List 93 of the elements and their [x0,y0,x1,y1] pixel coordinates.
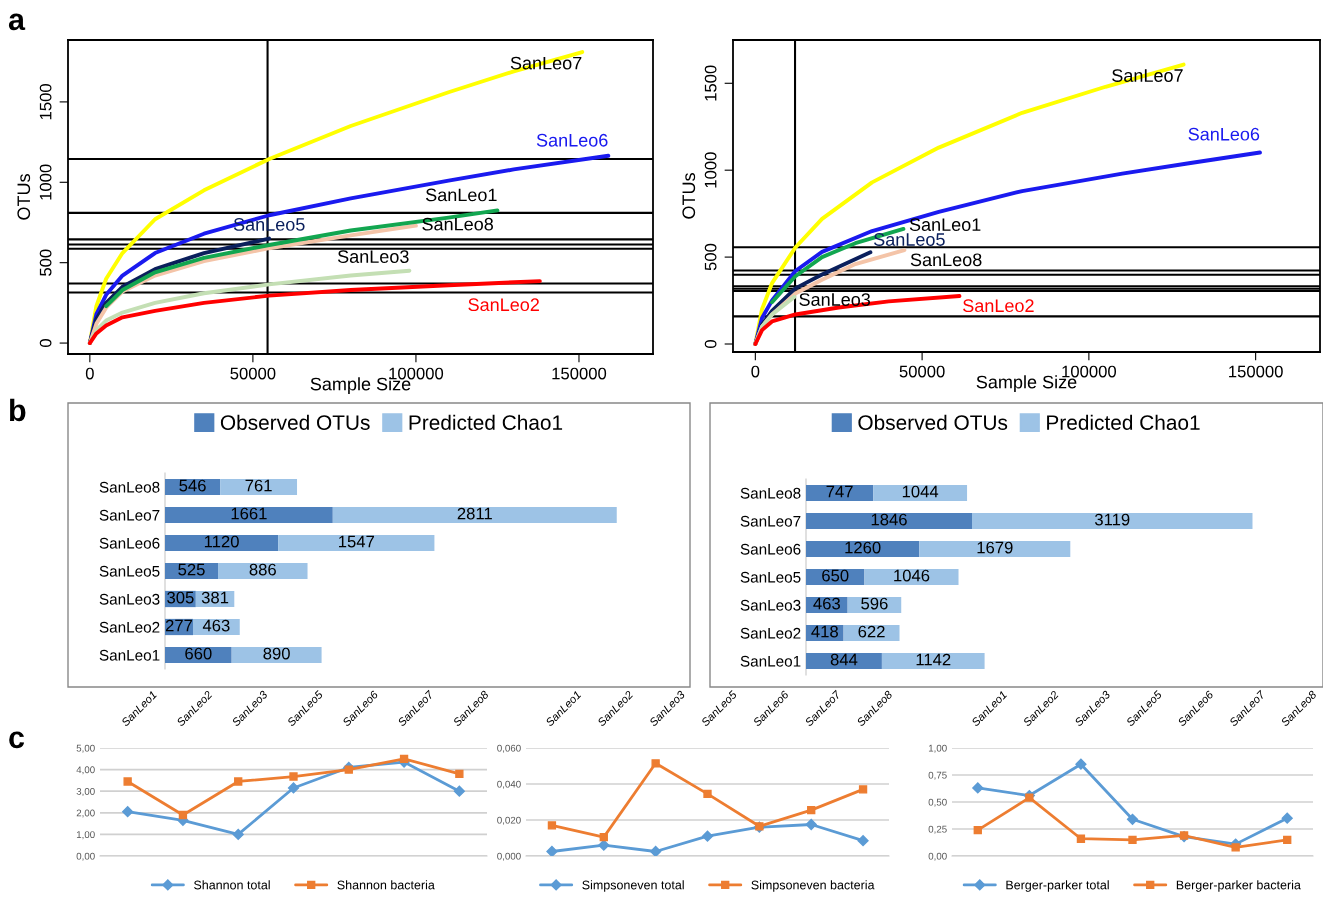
data-label: 277 [165,619,193,632]
legend-label: Observed OTUs [858,414,1008,430]
y-tick-label: 2,00 [76,809,95,818]
data-label: 1120 [204,535,239,548]
x-tick-label: 50000 [230,367,276,380]
data-label: 463 [813,597,840,610]
y-tick-label: 0,000 [497,852,521,861]
y-tick-label: SanLeo8 [99,481,160,493]
series-label: SanLeo2 [963,299,1034,313]
legend-label: Predicted Chao1 [409,414,563,430]
data-label: 1142 [916,653,951,666]
x-tick-label: 150000 [1229,365,1283,378]
y-tick-label: 0,25 [928,825,947,834]
text: a [8,13,26,31]
data-label: 1046 [894,569,930,582]
data-label: 1846 [871,513,907,526]
y-tick-label: 0,00 [76,852,95,861]
x-tick-label: 150000 [552,367,607,380]
y-tick-label: 3,00 [76,787,95,796]
y-tick-label: SanLeo6 [99,537,160,549]
legend-label: Predicted Chao1 [1047,414,1200,430]
data-label: 418 [811,625,838,638]
y-axis-title: OTUs [682,173,696,219]
y-axis-title: OTUs [17,174,31,220]
series-label: SanLeo6 [1188,127,1260,141]
y-tick-label: SanLeo3 [99,593,160,605]
legend-label: Shannon bacteria [337,880,435,890]
y-tick-label: SanLeo2 [99,621,160,633]
data-label: 622 [858,625,885,638]
data-label: 761 [245,479,272,492]
y-tick-label: 0,75 [928,771,947,780]
series-label: SanLeo8 [910,253,982,267]
text: b [10,398,26,422]
y-tick-label: SanLeo3 [740,599,801,611]
data-label: 890 [263,647,290,660]
data-label: 1679 [977,541,1013,554]
y-tick-label: 0,040 [497,780,521,789]
y-tick-label: SanLeo2 [740,627,801,639]
data-label: 1260 [845,541,881,554]
data-label: 381 [201,591,229,604]
series-label: SanLeo8 [422,217,493,231]
y-tick-label: SanLeo5 [740,571,801,583]
y-tick-label: 0 [39,339,52,348]
data-label: 463 [202,619,230,632]
y-tick-label: 4,00 [76,766,95,775]
data-label: 747 [826,485,853,498]
y-tick-label: 1,00 [928,744,947,753]
y-tick-label: SanLeo7 [740,515,801,527]
data-label: 525 [178,563,205,576]
data-label: 844 [830,653,858,666]
y-tick-label: 0,50 [928,798,947,807]
y-tick-label: 0,060 [497,744,521,753]
data-label: 1661 [231,507,267,520]
y-tick-label: SanLeo7 [99,509,160,521]
data-label: 546 [179,479,206,492]
y-tick-label: 1000 [704,152,717,188]
y-tick-label: 500 [39,249,52,276]
data-label: 660 [185,647,212,660]
series-label: SanLeo1 [425,188,497,202]
legend-label: Simpsoneven bacteria [751,880,875,892]
data-label: 650 [822,569,849,582]
x-tick-label: 50000 [899,365,945,378]
y-tick-label: 500 [704,243,717,271]
data-label: 1547 [339,535,374,548]
legend-label: Berger-parker bacteria [1176,880,1301,892]
text: c [9,731,25,749]
y-tick-label: 0,020 [497,816,521,825]
y-tick-label: SanLeo8 [740,487,801,499]
y-tick-label: 1000 [39,164,52,200]
y-tick-label: SanLeo1 [740,655,801,667]
legend-label: Berger-parker total [1006,880,1109,892]
series-label: SanLeo3 [337,250,409,263]
data-label: 3119 [1094,513,1130,526]
y-tick-label: 0,00 [928,852,947,861]
series-label: SanLeo3 [799,293,871,306]
y-tick-label: 1500 [704,65,717,101]
y-tick-label: 0 [704,340,717,348]
legend-label: Shannon total [194,880,270,890]
y-tick-label: 1,00 [76,831,95,840]
data-label: 886 [249,563,276,576]
y-tick-label: 5,00 [76,744,95,753]
y-tick-label: SanLeo6 [740,543,801,555]
y-tick-label: SanLeo5 [99,565,160,577]
y-tick-label: 1500 [39,84,52,120]
data-label: 305 [167,591,194,604]
data-label: 1044 [902,485,939,498]
series-label: SanLeo6 [536,133,608,147]
x-tick-label: 0 [751,365,760,378]
legend-label: Observed OTUs [220,414,370,430]
legend-label: Simpsoneven total [582,880,684,892]
data-label: 2811 [457,507,492,520]
data-label: 596 [861,597,888,610]
y-tick-label: SanLeo1 [99,649,160,661]
